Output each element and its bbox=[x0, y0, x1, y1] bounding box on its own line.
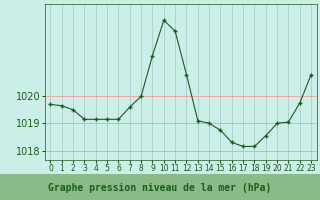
Text: Graphe pression niveau de la mer (hPa): Graphe pression niveau de la mer (hPa) bbox=[48, 183, 272, 193]
